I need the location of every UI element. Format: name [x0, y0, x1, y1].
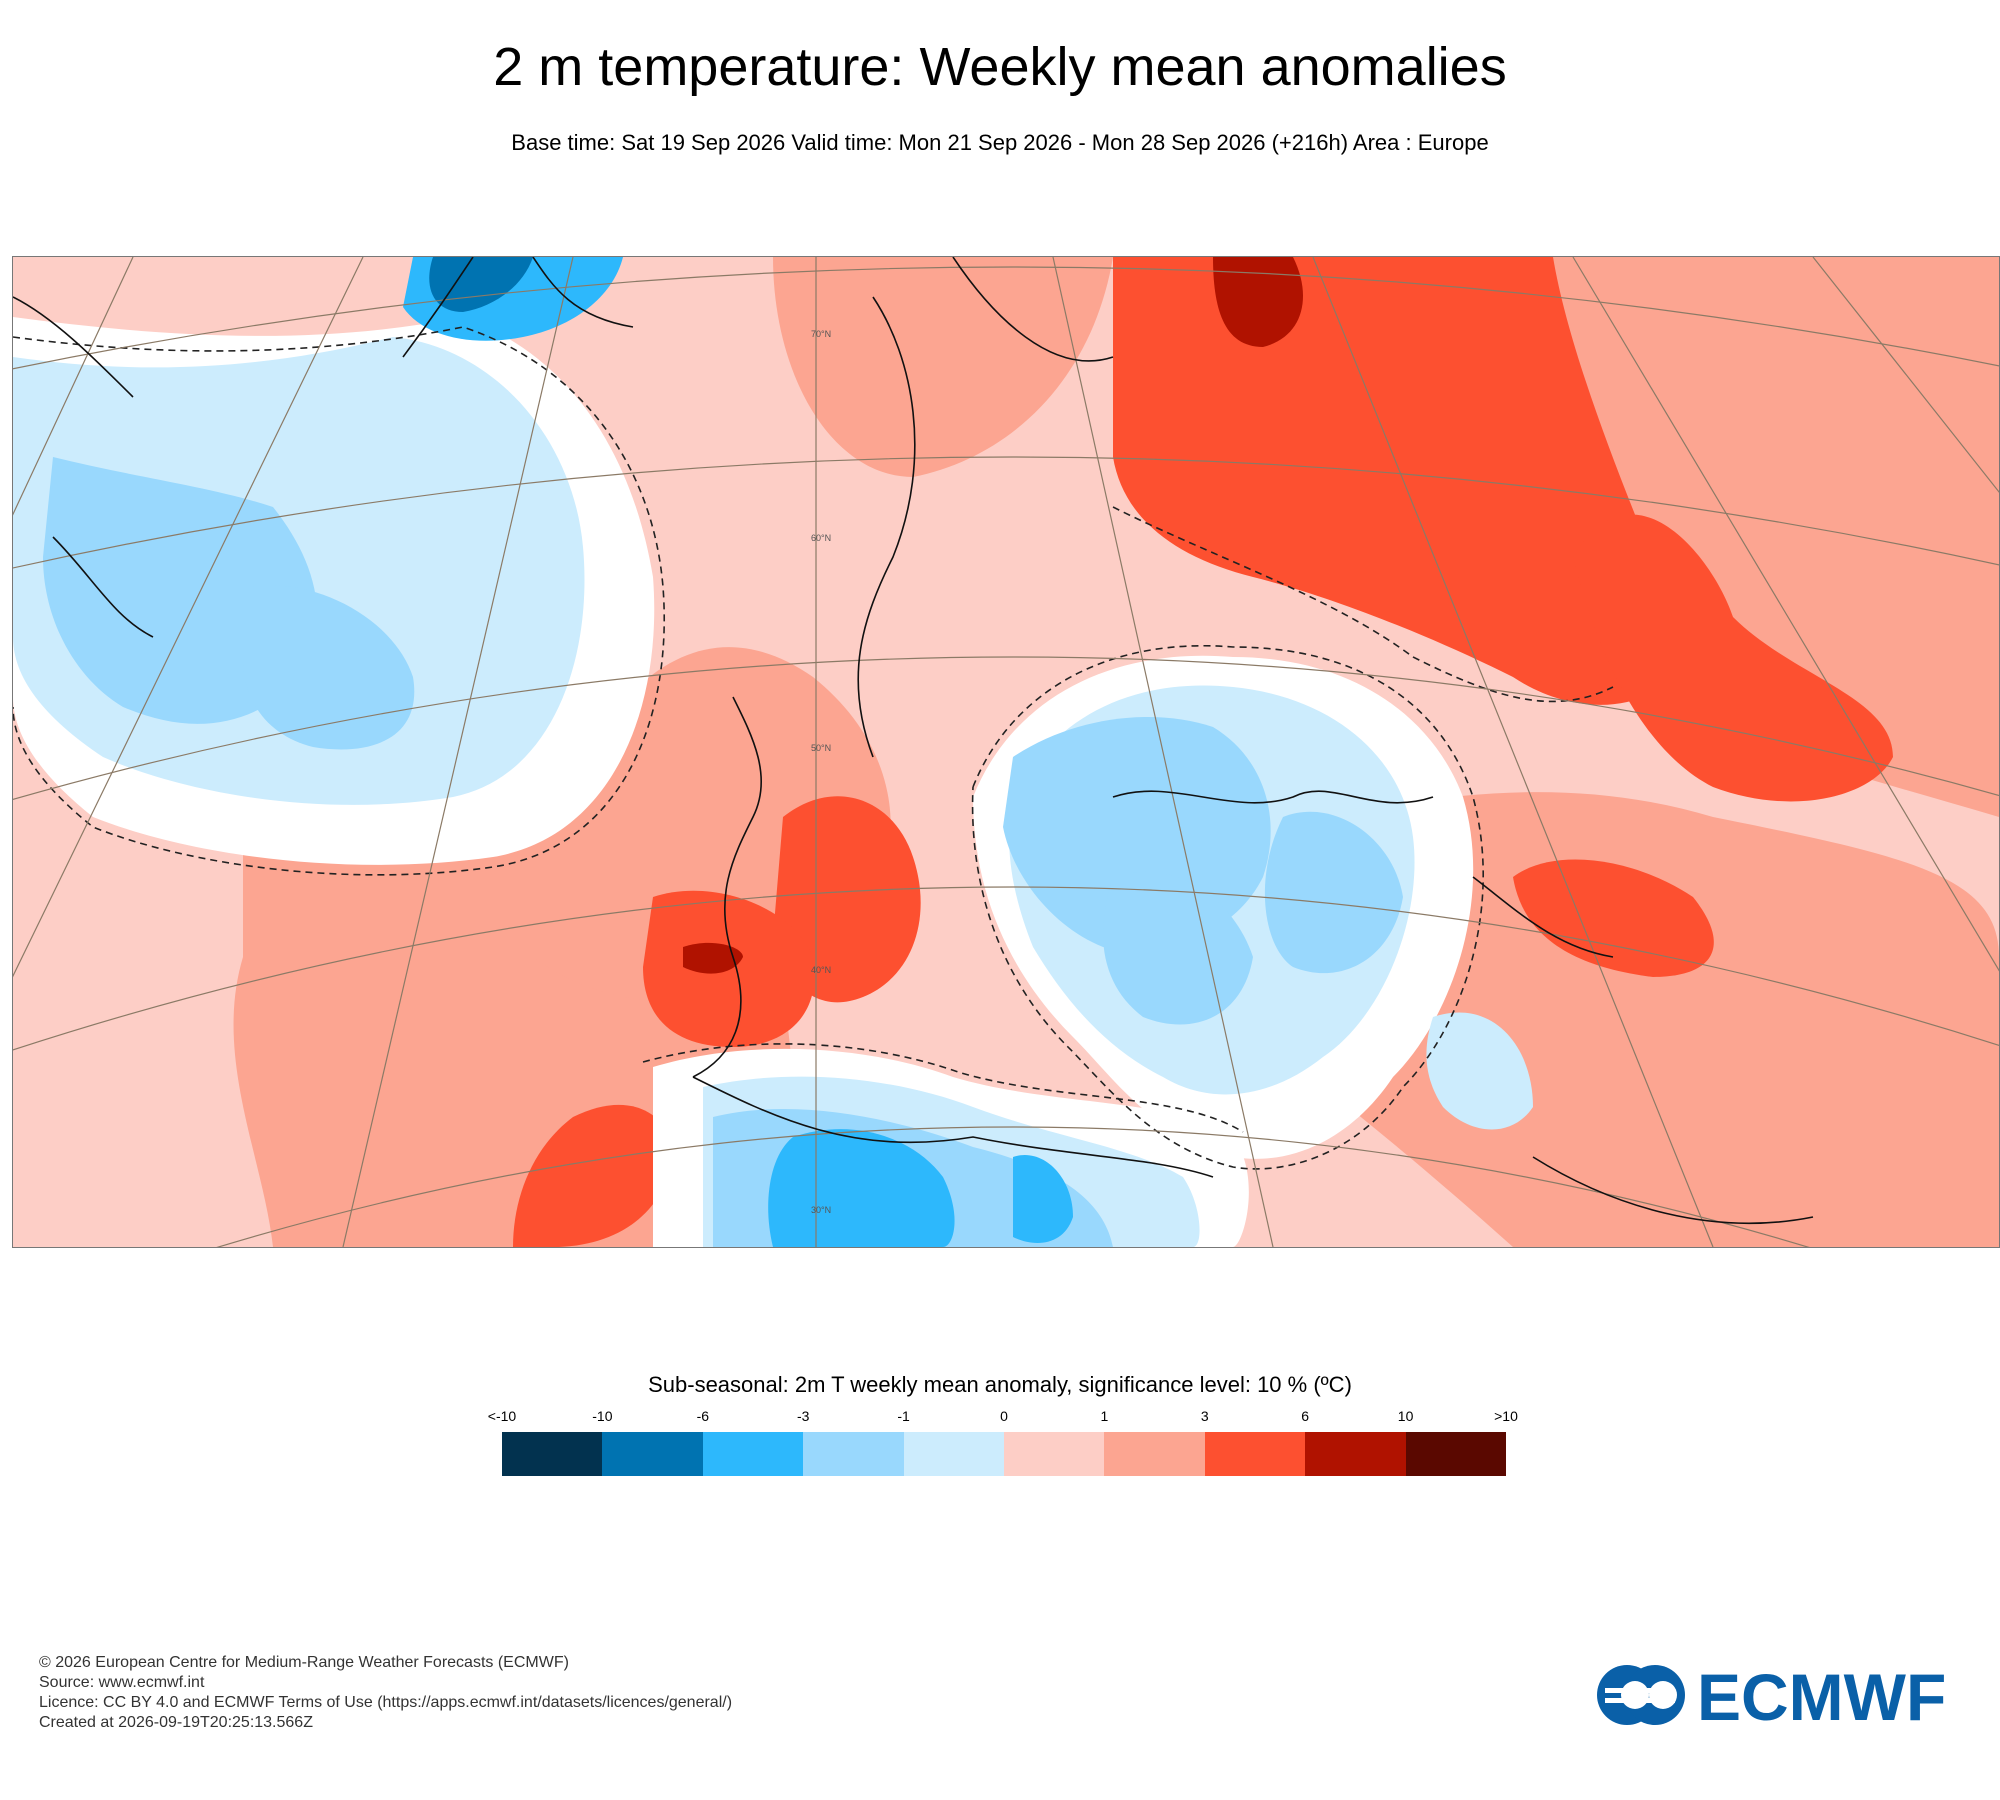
lat-label-40: 40°N: [811, 965, 831, 975]
legend-swatch-3: [803, 1432, 904, 1476]
footer-created: Created at 2026-09-19T20:25:13.566Z: [39, 1714, 313, 1731]
legend-label-5: 0: [1000, 1408, 1008, 1424]
legend-label-4: -1: [897, 1408, 910, 1424]
ecmwf-logo: ECMWF: [1595, 1660, 1973, 1734]
lat-label-50: 50°N: [811, 743, 831, 753]
footer-licence: Licence: CC BY 4.0 and ECMWF Terms of Us…: [39, 1694, 733, 1711]
legend-swatch-6: [1104, 1432, 1205, 1476]
anomaly-map: 70°N 60°N 50°N 40°N 30°N: [12, 256, 2000, 1248]
anomaly-region-6-10: [1213, 257, 1303, 347]
legend-label-9: 10: [1397, 1408, 1414, 1424]
page-title: 2 m temperature: Weekly mean anomalies: [493, 37, 1507, 97]
legend-color-bar: [502, 1432, 1507, 1476]
page-subtitle: Base time: Sat 19 Sep 2026 Valid time: M…: [511, 130, 1489, 155]
legend-labels: <-10 -10 -6 -3 -1 0 1 3 6 10 >10: [488, 1408, 1518, 1426]
legend-swatch-4: [903, 1432, 1005, 1476]
latitude-labels: 70°N 60°N 50°N 40°N 30°N: [811, 329, 831, 1215]
graticule: [13, 257, 1999, 1247]
legend-label-3: -3: [796, 1408, 810, 1424]
legend-swatch-0: [502, 1432, 603, 1476]
anomaly-region-m6-m3: [768, 1129, 955, 1247]
lat-label-70: 70°N: [811, 329, 831, 339]
legend-label-1: -10: [592, 1408, 613, 1424]
legend-swatch-1: [602, 1432, 703, 1476]
legend-swatch-5: [1004, 1432, 1105, 1476]
legend-label-8: 6: [1301, 1408, 1310, 1424]
legend-label-2: -6: [696, 1408, 710, 1424]
legend-swatch-2: [702, 1432, 804, 1476]
footer-copyright: © 2026 European Centre for Medium-Range …: [39, 1654, 569, 1671]
legend-title: Sub-seasonal: 2m T weekly mean anomaly, …: [648, 1372, 1352, 1397]
footer: © 2026 European Centre for Medium-Range …: [39, 1653, 732, 1733]
footer-source: Source: www.ecmwf.int: [39, 1674, 205, 1691]
legend-swatch-7: [1204, 1432, 1306, 1476]
legend-swatch-9: [1405, 1432, 1507, 1476]
legend-label-7: 3: [1200, 1408, 1209, 1424]
legend-swatch-8: [1305, 1432, 1406, 1476]
ecmwf-logo-text: ECMWF: [1697, 1660, 1946, 1730]
legend-label-10: >10: [1494, 1408, 1518, 1424]
lat-label-60: 60°N: [811, 533, 831, 543]
lat-label-30: 30°N: [811, 1205, 831, 1215]
coastlines: [13, 257, 1814, 1225]
legend-label-6: 1: [1100, 1408, 1109, 1424]
ecmwf-logo-icon: [1597, 1665, 1685, 1725]
significance-contours: [13, 326, 1614, 1170]
legend-label-0: <-10: [487, 1408, 517, 1424]
